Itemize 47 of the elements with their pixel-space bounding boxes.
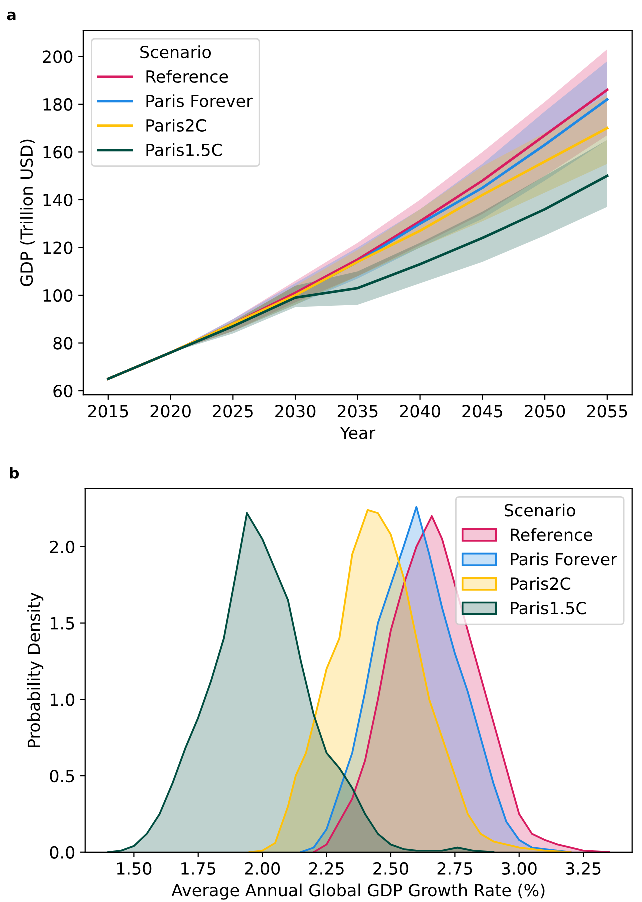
x-axis-title: Average Annual Global GDP Growth Rate (%) (172, 884, 545, 900)
y-axis-title: GDP (Trillion USD) (20, 140, 36, 286)
x-tick-label: 2030 (276, 405, 316, 418)
y-tick-label: 200 (43, 50, 73, 64)
x-tick-label: 2.50 (374, 862, 408, 876)
y-tick-label: 180 (44, 98, 73, 112)
x-tick-label: 2035 (338, 405, 378, 418)
x-tick-label: 2.00 (245, 862, 280, 876)
y-tick-label: 1.5 (50, 617, 74, 630)
y-axis-title: Probability Density (27, 592, 44, 748)
y-tick-label: 2.0 (50, 540, 75, 554)
y-tick-label: 0.5 (50, 770, 74, 783)
chart-title: b (10, 467, 20, 479)
x-tick-label: 2055 (587, 405, 628, 418)
y-tick-label: 0.0 (50, 846, 75, 859)
legend-label: Paris2C (146, 119, 206, 132)
y-tick-label: 100 (44, 289, 73, 302)
x-tick-label: 2025 (213, 405, 253, 418)
x-tick-label: 2045 (462, 405, 502, 418)
legend-label: Reference (146, 70, 228, 84)
x-tick-label: 1.75 (182, 862, 216, 876)
x-tick-label: 3.25 (566, 862, 601, 876)
y-tick-label: 160 (44, 146, 73, 159)
y-tick-label: 60 (54, 384, 73, 398)
y-tick-label: 80 (54, 337, 73, 350)
legend-label: Paris Forever (146, 94, 253, 108)
x-tick-label: 3.00 (502, 862, 537, 876)
legend-label: Reference (511, 528, 593, 542)
chart-title: a (7, 12, 16, 21)
legend-label: Paris1.5C (146, 144, 222, 156)
y-tick-label: 140 (44, 194, 73, 207)
x-axis-title: Year (340, 426, 376, 440)
x-tick-label: 1.50 (117, 862, 152, 876)
x-tick-label: 2050 (525, 405, 566, 418)
legend-title: Scenario (140, 46, 212, 59)
x-tick-label: 2.75 (438, 862, 472, 876)
y-tick-label: 1.0 (50, 694, 75, 706)
x-tick-label: 2015 (88, 405, 128, 418)
x-tick-label: 2020 (150, 405, 191, 418)
legend-title: Scenario (504, 504, 576, 517)
legend-label: Paris Forever (511, 552, 618, 566)
legend-label: Paris1.5C (511, 602, 586, 615)
x-tick-label: 2.25 (309, 862, 344, 876)
x-tick-label: 2040 (400, 405, 440, 418)
legend-label: Paris2C (511, 577, 571, 590)
y-tick-label: 120 (44, 242, 73, 254)
line-series (107, 174, 609, 380)
